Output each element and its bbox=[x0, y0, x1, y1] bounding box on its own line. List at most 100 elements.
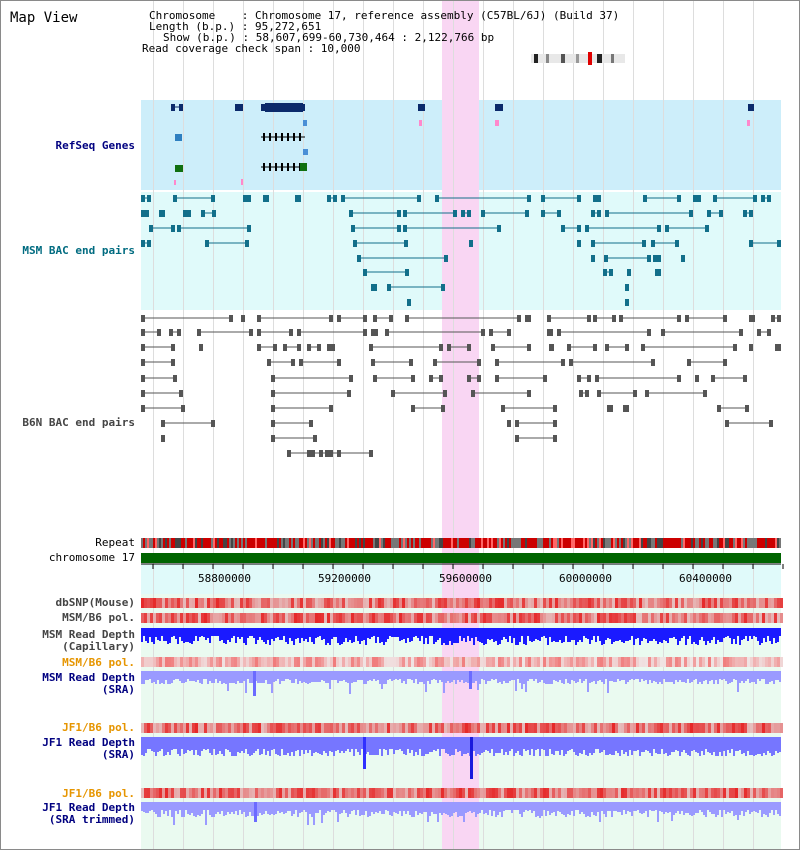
heatmap-cell bbox=[732, 723, 735, 733]
end-marker bbox=[327, 344, 331, 351]
heatmap-cell bbox=[696, 788, 699, 798]
repeat-segment bbox=[709, 538, 711, 548]
depth-bar bbox=[575, 802, 577, 810]
depth-bar bbox=[643, 671, 645, 681]
depth-bar bbox=[511, 671, 513, 680]
track-label-b6n-bac[interactable]: B6N BAC end pairs bbox=[22, 416, 135, 429]
heatmap-cell bbox=[327, 788, 330, 798]
track-label-jf1-depth-sra[interactable]: JF1 Read Depth (SRA) bbox=[2, 737, 135, 761]
heatmap-cell bbox=[396, 788, 399, 798]
depth-bar bbox=[655, 671, 657, 682]
depth-bar bbox=[503, 802, 505, 811]
heatmap-cell bbox=[678, 657, 681, 667]
depth-bar bbox=[753, 802, 755, 811]
depth-bar bbox=[603, 628, 605, 644]
track-label-jf1-b6-pol-2[interactable]: JF1/B6 pol. bbox=[62, 787, 135, 800]
track-label-refseq[interactable]: RefSeq Genes bbox=[55, 139, 135, 152]
heatmap-cell bbox=[540, 657, 543, 667]
repeat-segment bbox=[345, 538, 347, 548]
depth-bar bbox=[441, 802, 443, 815]
depth-bar bbox=[297, 671, 299, 684]
heatmap-cell bbox=[636, 657, 639, 667]
end-marker bbox=[363, 329, 367, 336]
heatmap-cell bbox=[372, 788, 375, 798]
end-marker bbox=[477, 359, 481, 366]
repeat-segment bbox=[277, 538, 279, 548]
depth-bar bbox=[283, 802, 285, 814]
heatmap-cell bbox=[336, 657, 339, 667]
heatmap-cell bbox=[216, 657, 219, 667]
depth-bar bbox=[617, 737, 619, 753]
heatmap-cell bbox=[180, 788, 183, 798]
repeat-segment bbox=[333, 538, 335, 548]
heatmap-cell bbox=[345, 613, 348, 623]
heatmap-cell bbox=[279, 598, 282, 608]
heatmap-cell bbox=[465, 723, 468, 733]
depth-bar bbox=[701, 671, 703, 684]
depth-bar bbox=[189, 628, 191, 643]
depth-bar bbox=[717, 802, 719, 815]
track-label-jf1-b6-pol-1[interactable]: JF1/B6 pol. bbox=[62, 721, 135, 734]
heatmap-cell bbox=[534, 613, 537, 623]
track-label-msm-bac[interactable]: MSM BAC end pairs bbox=[22, 244, 135, 257]
repeat-segment bbox=[203, 538, 205, 548]
end-marker bbox=[337, 359, 341, 366]
track-label-msm-depth-sra[interactable]: MSM Read Depth (SRA) bbox=[2, 672, 135, 696]
heatmap-cell bbox=[165, 598, 168, 608]
depth-bar bbox=[681, 802, 683, 811]
heatmap-cell bbox=[228, 788, 231, 798]
repeat-segment bbox=[461, 538, 463, 548]
heatmap-cell bbox=[408, 598, 411, 608]
depth-bar bbox=[595, 802, 597, 816]
depth-bar bbox=[623, 737, 625, 754]
heatmap-cell bbox=[603, 788, 606, 798]
depth-bar bbox=[227, 737, 229, 750]
depth-bar bbox=[769, 628, 771, 641]
depth-bar bbox=[347, 671, 349, 683]
depth-bar bbox=[475, 737, 477, 756]
heatmap-cell bbox=[477, 613, 480, 623]
depth-bar bbox=[309, 737, 311, 750]
heatmap-cell bbox=[516, 598, 519, 608]
depth-bar bbox=[567, 802, 569, 814]
heatmap-cell bbox=[474, 613, 477, 623]
heatmap-cell bbox=[219, 598, 222, 608]
end-marker bbox=[404, 240, 408, 247]
track-label-msm-b6-pol-1[interactable]: MSM/B6 pol. bbox=[62, 611, 135, 624]
depth-bar bbox=[253, 628, 255, 638]
depth-bar bbox=[551, 802, 553, 813]
depth-bar bbox=[757, 628, 759, 641]
depth-bar bbox=[731, 628, 733, 644]
heatmap-cell bbox=[741, 598, 744, 608]
depth-bar bbox=[601, 737, 603, 752]
depth-bar bbox=[639, 671, 641, 682]
heatmap-cell bbox=[189, 613, 192, 623]
heatmap-cell bbox=[519, 613, 522, 623]
track-label-msm-depth-capillary[interactable]: MSM Read Depth (Capillary) bbox=[2, 629, 135, 653]
heatmap-cell bbox=[168, 657, 171, 667]
depth-bar bbox=[739, 671, 741, 683]
end-marker bbox=[657, 255, 661, 262]
heatmap-cell bbox=[726, 598, 729, 608]
heatmap-cell bbox=[600, 657, 603, 667]
track-label-msm-b6-pol-2[interactable]: MSM/B6 pol. bbox=[62, 656, 135, 669]
end-marker bbox=[271, 435, 275, 442]
depth-bar bbox=[513, 628, 515, 638]
repeat-segment bbox=[707, 538, 709, 548]
ideogram-band bbox=[534, 54, 538, 63]
depth-bar bbox=[607, 671, 609, 693]
heatmap-cell bbox=[264, 723, 267, 733]
heatmap-cell bbox=[735, 788, 738, 798]
track-label-repeat[interactable]: Repeat bbox=[95, 536, 135, 549]
track-label-dbsnp[interactable]: dbSNP(Mouse) bbox=[55, 596, 135, 609]
depth-bar bbox=[667, 628, 669, 643]
heatmap-cell bbox=[384, 613, 387, 623]
track-label-jf1-depth-trimmed[interactable]: JF1 Read Depth (SRA trimmed) bbox=[2, 802, 135, 826]
heatmap-cell bbox=[543, 613, 546, 623]
repeat-segment bbox=[249, 538, 251, 548]
track-label-chromosome[interactable]: chromosome 17 bbox=[48, 551, 135, 564]
heatmap-cell bbox=[402, 598, 405, 608]
heatmap-cell bbox=[522, 723, 525, 733]
depth-bar bbox=[429, 671, 431, 684]
